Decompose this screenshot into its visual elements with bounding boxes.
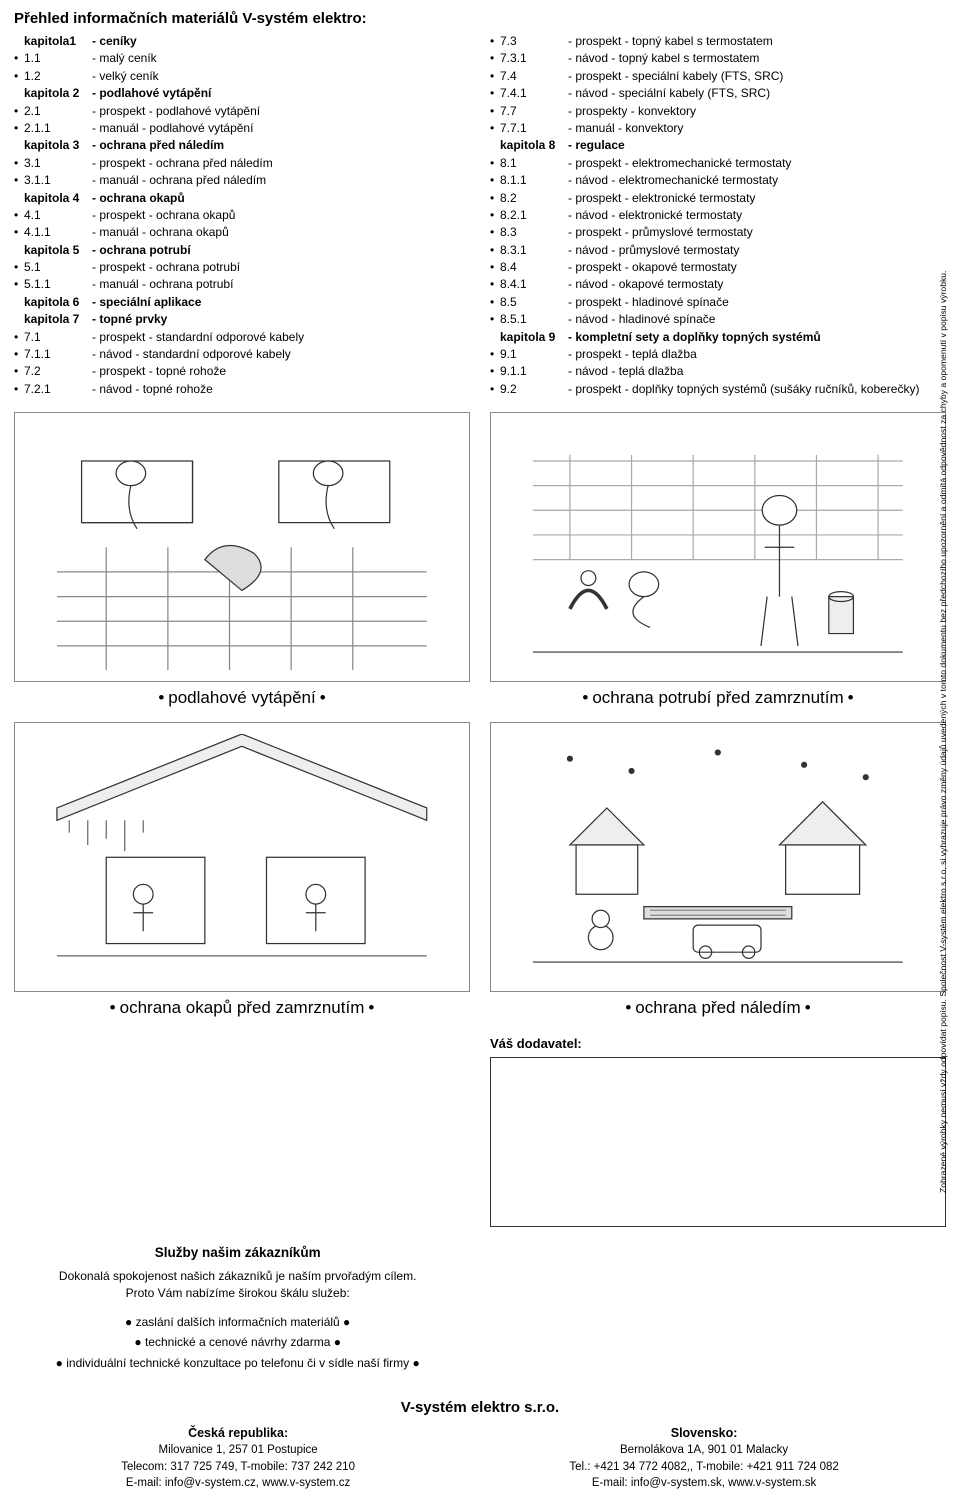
supplier-label: Váš dodavatel: xyxy=(490,1036,946,1051)
illustration-gutter-protection xyxy=(14,722,470,992)
footer-sk-addr: Bernolákova 1A, 901 01 Malacky xyxy=(569,1442,838,1459)
toc-row: •3.1.1- manuál - ochrana před náledím xyxy=(14,172,470,189)
footer-cz-email: E-mail: info@v-system.cz, www.v-system.c… xyxy=(121,1475,355,1492)
caption-bottom-right: •ochrana před náledím• xyxy=(490,998,946,1018)
caption-top-right: •ochrana potrubí před zamrznutím• xyxy=(490,688,946,708)
toc-row: •5.1- prospekt - ochrana potrubí xyxy=(14,259,470,276)
toc-row: •4.1.1- manuál - ochrana okapů xyxy=(14,224,470,241)
toc-row: •2.1- prospekt - podlahové vytápění xyxy=(14,103,470,120)
footer-cz: Česká republika: Milovanice 1, 257 01 Po… xyxy=(121,1424,355,1492)
toc-row: •5.1.1- manuál - ochrana potrubí xyxy=(14,276,470,293)
toc-row: •8.4- prospekt - okapové termostaty xyxy=(490,259,946,276)
footer-cz-country: Česká republika: xyxy=(121,1424,355,1442)
toc-row: •7.4- prospekt - speciální kabely (FTS, … xyxy=(490,68,946,85)
toc-row: •1.2- velký ceník xyxy=(14,68,470,85)
toc-row: •8.4.1- návod - okapové termostaty xyxy=(490,276,946,293)
toc-row: •8.1- prospekt - elektromechanické termo… xyxy=(490,155,946,172)
illustration-floor-heating xyxy=(14,412,470,682)
illustration-panel-bottom-left: •ochrana okapů před zamrznutím• xyxy=(14,722,470,1018)
toc-row: •9.2- prospekt - doplňky topných systémů… xyxy=(490,381,946,398)
toc-row: kapitola 8- regulace xyxy=(490,137,946,154)
toc-row: •9.1- prospekt - teplá dlažba xyxy=(490,346,946,363)
right-column: •7.3- prospekt - topný kabel s termostat… xyxy=(490,33,946,1227)
side-disclaimer: Zobrazené výrobky nemusí vždy odpovídat … xyxy=(939,33,953,1193)
toc-row: •7.7- prospekty - konvektory xyxy=(490,103,946,120)
toc-row: kapitola 3- ochrana před náledím xyxy=(14,137,470,154)
toc-row: •9.1.1- návod - teplá dlažba xyxy=(490,363,946,380)
toc-row: kapitola 6- speciální aplikace xyxy=(14,294,470,311)
illustration-ice-protection xyxy=(490,722,946,992)
toc-row: kapitola 2- podlahové vytápění xyxy=(14,85,470,102)
toc-row: kapitola 9- kompletní sety a doplňky top… xyxy=(490,329,946,346)
toc-row: •8.5- prospekt - hladinové spínače xyxy=(490,294,946,311)
toc-row: kapitola 4- ochrana okapů xyxy=(14,190,470,207)
footer: V-systém elektro s.r.o. Česká republika:… xyxy=(14,1399,946,1492)
footer-cz-addr: Milovanice 1, 257 01 Postupice xyxy=(121,1442,355,1459)
illustration-panel-top-right: •ochrana potrubí před zamrznutím• xyxy=(490,412,946,708)
toc-row: •7.1- prospekt - standardní odporové kab… xyxy=(14,329,470,346)
toc-row: kapitola 5- ochrana potrubí xyxy=(14,242,470,259)
footer-sk-email: E-mail: info@v-system.sk, www.v-system.s… xyxy=(569,1475,838,1492)
footer-sk: Slovensko: Bernolákova 1A, 901 01 Malack… xyxy=(569,1424,838,1492)
toc-row: •2.1.1- manuál - podlahové vytápění xyxy=(14,120,470,137)
services-title: Služby našim zákazníkům xyxy=(14,1245,461,1260)
caption-top-left: •podlahové vytápění• xyxy=(14,688,470,708)
toc-row: •3.1- prospekt - ochrana před náledím xyxy=(14,155,470,172)
footer-cz-phone: Telecom: 317 725 749, T-mobile: 737 242 … xyxy=(121,1459,355,1476)
page-title: Přehled informačních materiálů V-systém … xyxy=(14,10,946,27)
toc-row: kapitola 7- topné prvky xyxy=(14,311,470,328)
footer-sk-country: Slovensko: xyxy=(569,1424,838,1442)
illustration-pipe-protection xyxy=(490,412,946,682)
services-section: Služby našim zákazníkům Dokonalá spokoje… xyxy=(14,1245,461,1373)
toc-row: •7.3- prospekt - topný kabel s termostat… xyxy=(490,33,946,50)
toc-row: •8.2- prospekt - elektronické termostaty xyxy=(490,190,946,207)
toc-row: •7.4.1- návod - speciální kabely (FTS, S… xyxy=(490,85,946,102)
left-column: kapitola1- ceníky•1.1- malý ceník•1.2- v… xyxy=(14,33,470,1227)
toc-row: •7.3.1- návod - topný kabel s termostate… xyxy=(490,50,946,67)
toc-right: •7.3- prospekt - topný kabel s termostat… xyxy=(490,33,946,398)
toc-row: •8.2.1- návod - elektronické termostaty xyxy=(490,207,946,224)
toc-row: •7.2- prospekt - topné rohože xyxy=(14,363,470,380)
toc-row: •4.1- prospekt - ochrana okapů xyxy=(14,207,470,224)
toc-row: •7.7.1- manuál - konvektory xyxy=(490,120,946,137)
toc-row: •7.2.1- návod - topné rohože xyxy=(14,381,470,398)
toc-row: •8.3.1- návod - průmyslové termostaty xyxy=(490,242,946,259)
footer-sk-phone: Tel.: +421 34 772 4082,, T-mobile: +421 … xyxy=(569,1459,838,1476)
toc-row: •8.1.1- návod - elektromechanické termos… xyxy=(490,172,946,189)
toc-row: •8.3- prospekt - průmyslové termostaty xyxy=(490,224,946,241)
toc-left: kapitola1- ceníky•1.1- malý ceník•1.2- v… xyxy=(14,33,470,398)
supplier-box xyxy=(490,1057,946,1227)
toc-row: kapitola1- ceníky xyxy=(14,33,470,50)
illustration-panel-bottom-right: •ochrana před náledím• xyxy=(490,722,946,1018)
toc-row: •7.1.1- návod - standardní odporové kabe… xyxy=(14,346,470,363)
toc-row: •8.5.1- návod - hladinové spínače xyxy=(490,311,946,328)
footer-company: V-systém elektro s.r.o. xyxy=(14,1399,946,1416)
toc-row: •1.1- malý ceník xyxy=(14,50,470,67)
illustration-panel-top-left: •podlahové vytápění• xyxy=(14,412,470,708)
caption-bottom-left: •ochrana okapů před zamrznutím• xyxy=(14,998,470,1018)
services-items: ● zaslání dalších informačních materiálů… xyxy=(14,1312,461,1373)
services-intro: Dokonalá spokojenost našich zákazníků je… xyxy=(14,1268,461,1302)
